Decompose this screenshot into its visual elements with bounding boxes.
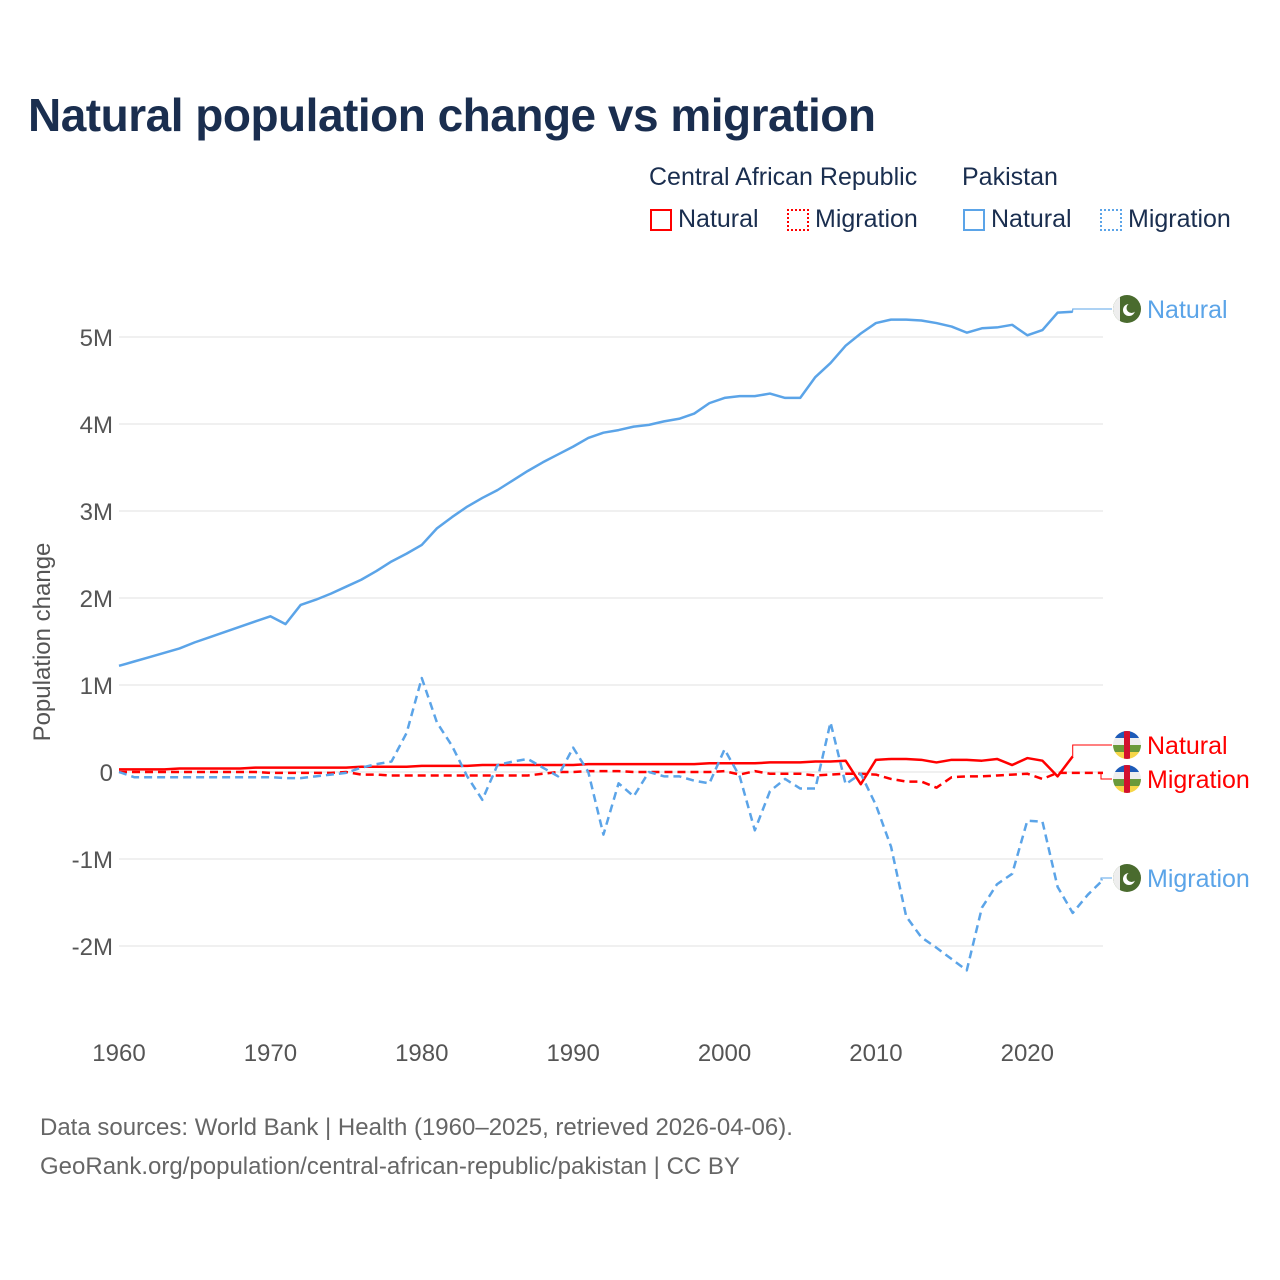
y-tick-label: 2M bbox=[80, 586, 113, 613]
series-end-label: Migration bbox=[1147, 865, 1250, 893]
flag-red-band bbox=[1124, 765, 1130, 793]
legend-swatch-dotted-blue bbox=[1100, 208, 1122, 231]
flag-red-band bbox=[1124, 731, 1130, 759]
flag-white-band bbox=[1113, 295, 1120, 323]
x-tick-label: 1980 bbox=[395, 1040, 448, 1067]
pakistan-flag-icon bbox=[1113, 295, 1141, 323]
label-connector bbox=[1100, 877, 1112, 881]
label-connector bbox=[1072, 308, 1112, 312]
legend-pakistan-natural[interactable]: Natural bbox=[963, 205, 1072, 234]
legend-label: Migration bbox=[815, 205, 918, 233]
legend-group-pakistan: Pakistan bbox=[962, 163, 1058, 191]
series-end-label: Natural bbox=[1147, 296, 1228, 324]
legend-car-natural[interactable]: Natural bbox=[650, 205, 759, 234]
footer: Data sources: World Bank | Health (1960–… bbox=[40, 1108, 793, 1186]
flag-body bbox=[1113, 731, 1141, 759]
flag-body bbox=[1113, 864, 1141, 892]
flag-body bbox=[1113, 295, 1141, 323]
series-line-central-african-republic-natural bbox=[119, 755, 1074, 786]
legend-label: Natural bbox=[991, 205, 1072, 233]
x-tick-label: 1960 bbox=[92, 1040, 145, 1067]
label-connector bbox=[1100, 772, 1112, 780]
legend-swatch-solid-red bbox=[650, 208, 672, 231]
series-end-label: Migration bbox=[1147, 766, 1250, 794]
x-tick-label: 1970 bbox=[244, 1040, 297, 1067]
legend-swatch-dotted-red bbox=[787, 208, 809, 231]
x-tick-label: 2010 bbox=[849, 1040, 902, 1067]
series-line-pakistan-migration bbox=[118, 676, 1104, 972]
y-tick-label: 0 bbox=[100, 760, 113, 787]
legend-pakistan-migration[interactable]: Migration bbox=[1100, 205, 1231, 234]
flag-white-band bbox=[1113, 864, 1120, 892]
crescent-cut bbox=[1126, 872, 1137, 882]
legend-label: Migration bbox=[1128, 205, 1231, 233]
y-axis-label: Population change bbox=[29, 543, 56, 742]
car-flag-icon bbox=[1113, 765, 1141, 793]
legend-group-car: Central African Republic bbox=[649, 163, 918, 191]
chart-title: Natural population change vs migration bbox=[28, 89, 876, 141]
series-line-pakistan-natural bbox=[118, 310, 1073, 668]
car-flag-icon bbox=[1113, 731, 1141, 759]
y-tick-label: 5M bbox=[80, 325, 113, 352]
footer-link[interactable]: GeoRank.org/population/central-african-r… bbox=[40, 1153, 740, 1180]
x-tick-label: 2020 bbox=[1001, 1040, 1054, 1067]
y-tick-label: 3M bbox=[80, 499, 113, 526]
legend-label: Natural bbox=[678, 205, 759, 233]
legend-car-migration[interactable]: Migration bbox=[787, 205, 918, 234]
footer-sources: Data sources: World Bank | Health (1960–… bbox=[40, 1114, 793, 1141]
y-tick-label: -2M bbox=[72, 934, 113, 961]
y-tick-label: -1M bbox=[72, 847, 113, 874]
crescent-cut bbox=[1126, 303, 1137, 313]
x-tick-label: 2000 bbox=[698, 1040, 751, 1067]
legend-swatch-solid-blue bbox=[963, 208, 985, 231]
series-line-central-african-republic-migration bbox=[119, 769, 1103, 789]
y-tick-label: 1M bbox=[80, 673, 113, 700]
flag-body bbox=[1113, 765, 1141, 793]
x-tick-label: 1990 bbox=[546, 1040, 599, 1067]
label-connector bbox=[1072, 744, 1112, 757]
pakistan-flag-icon bbox=[1113, 864, 1141, 892]
series-end-label: Natural bbox=[1147, 732, 1228, 760]
y-tick-label: 4M bbox=[80, 412, 113, 439]
